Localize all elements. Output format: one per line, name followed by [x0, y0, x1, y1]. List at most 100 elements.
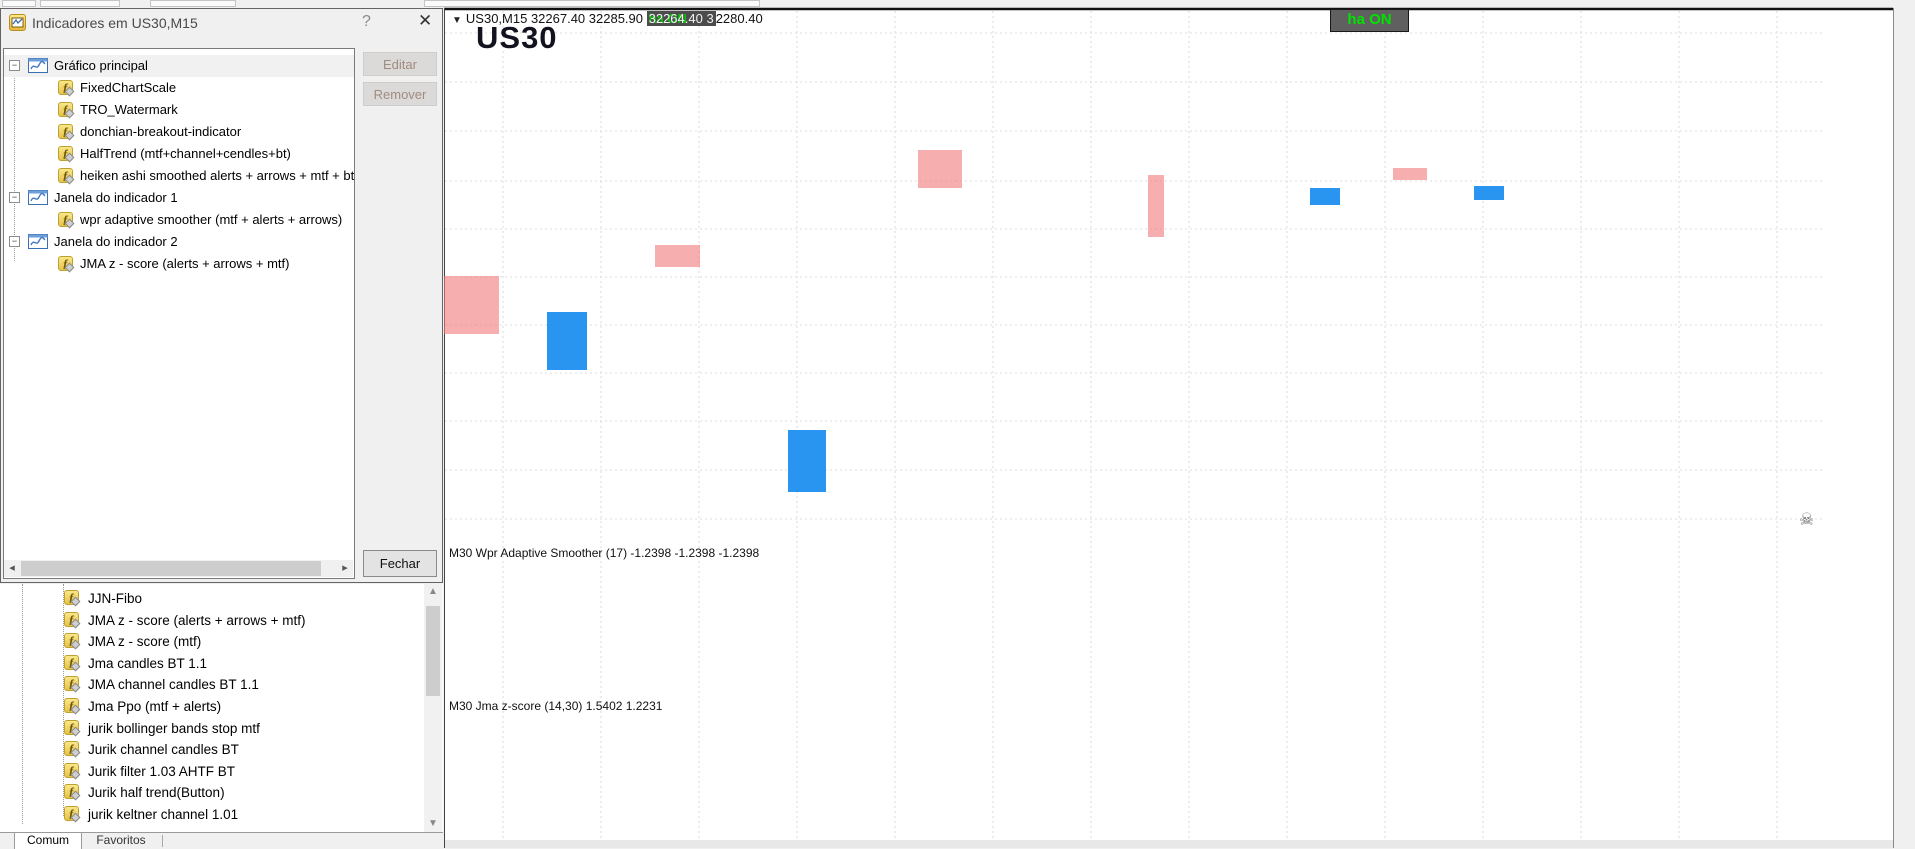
function-icon: ƒ	[58, 168, 73, 183]
edit-button[interactable]: Editar	[363, 52, 437, 76]
nav-guide-line	[22, 584, 23, 824]
navigator-vertical-scrollbar[interactable]: ▲ ▼	[424, 584, 442, 832]
tree-item-label: donchian-breakout-indicator	[80, 124, 242, 139]
function-icon: ƒ	[64, 719, 79, 735]
function-icon: ƒ	[58, 146, 73, 161]
scroll-up-icon[interactable]: ▲	[428, 586, 438, 597]
navigator-item-label: Jma candles BT 1.1	[88, 655, 208, 671]
function-icon: ƒ	[58, 212, 73, 227]
navigator-item-jma-candles-bt-1-1[interactable]: ƒ Jma candles BT 1.1	[0, 653, 420, 674]
close-icon[interactable]: ✕	[418, 11, 433, 30]
function-icon: ƒ	[64, 698, 79, 713]
navigator-item-label: jurik bollinger bands stop mtf	[88, 720, 260, 736]
navigator-item-jjn-fibo[interactable]: ƒ JJN-Fibo	[0, 588, 420, 609]
tree-item-jma-z-score-alerts-arrows-mtf-[interactable]: ƒ JMA z - score (alerts + arrows + mtf)	[4, 253, 354, 275]
ha-on-button[interactable]: ha ON	[1330, 9, 1409, 32]
navigator-tabbar: Comum Favoritos	[0, 832, 443, 849]
tree-item-label: Gráfico principal	[54, 58, 148, 73]
navigator-item-label: JMA z - score (alerts + arrows + mtf)	[88, 612, 306, 628]
function-icon: ƒ	[64, 762, 79, 778]
navigator-item-label: Jma Ppo (mtf + alerts)	[88, 699, 222, 714]
tree-item-janela-do-indicador-2[interactable]: − Janela do indicador 2	[4, 231, 354, 253]
toolbar-fragment	[150, 0, 236, 7]
ht-on-badge[interactable]: ha ON 32264.40 3	[646, 11, 716, 26]
tab-favoritos[interactable]: Favoritos	[96, 833, 146, 847]
jma-indicator-label: M30 Jma z-score (14,30) 1.5402 1.2231	[449, 699, 663, 713]
navigator-item-jma-z-score-mtf-[interactable]: ƒ JMA z - score (mtf)	[0, 631, 420, 652]
ohlc-part1: US30,M15 32267.40 32285.90	[465, 11, 647, 26]
function-icon: ƒ	[64, 741, 79, 757]
tree-item-donchian-breakout-indicator[interactable]: ƒ donchian-breakout-indicator	[4, 121, 354, 143]
dialog-icon	[9, 14, 26, 31]
function-icon: ƒ	[58, 102, 73, 117]
collapse-icon[interactable]: −	[9, 60, 20, 71]
tab-separator	[162, 835, 163, 847]
navigator-item-label: jurik keltner channel 1.01	[88, 807, 239, 822]
navigator-item-label: JJN-Fibo	[88, 591, 143, 606]
collapse-icon[interactable]: −	[9, 192, 20, 203]
indicator-window-icon	[28, 190, 48, 205]
navigator-item-jurik-filter-1-03-ahtf-bt[interactable]: ƒ Jurik filter 1.03 AHTF BT	[0, 761, 420, 782]
tree-item-label: FixedChartScale	[80, 80, 177, 95]
scrollbar-thumb[interactable]	[426, 606, 440, 696]
scroll-down-icon[interactable]: ▼	[428, 818, 438, 829]
tree-horizontal-scrollbar[interactable]: ◂ ▸	[4, 560, 353, 577]
symbol-watermark: US30	[476, 20, 558, 55]
navigator-item-jma-ppo-mtf-alerts-[interactable]: ƒ Jma Ppo (mtf + alerts)	[0, 696, 420, 717]
function-icon: ƒ	[58, 124, 73, 139]
tree-item-wpr-adaptive-smoother-mtf-aler[interactable]: ƒ wpr adaptive smoother (mtf + alerts + a…	[4, 209, 354, 231]
navigator-item-jurik-half-trend-button-[interactable]: ƒ Jurik half trend(Button)	[0, 782, 420, 803]
function-icon: ƒ	[64, 633, 79, 649]
tree-item-label: JMA z - score (alerts + arrows + mtf)	[80, 256, 290, 271]
tree-item-label: Janela do indicador 1	[54, 190, 178, 205]
navigator-item-jurik-keltner-channel-1-01[interactable]: ƒ jurik keltner channel 1.01	[0, 804, 420, 825]
ht-on-badge-text: ha ON	[648, 11, 687, 26]
navigator-item-label: Jurik half trend(Button)	[88, 785, 225, 801]
scroll-left-icon[interactable]: ◂	[9, 562, 15, 574]
function-icon: ƒ	[58, 256, 73, 271]
tree-item-halftrend-mtf-channel-cendles-[interactable]: ƒ HalfTrend (mtf+channel+cendles+bt)	[4, 143, 354, 165]
function-icon: ƒ	[64, 611, 79, 627]
tree-item-label: HalfTrend (mtf+channel+cendles+bt)	[80, 146, 291, 161]
navigator-item-label: JMA z - score (mtf)	[88, 634, 202, 650]
ohlc-part3: 2280.40	[715, 11, 763, 26]
wpr-indicator-label: M30 Wpr Adaptive Smoother (17) -1.2398 -…	[449, 546, 760, 560]
navigator-item-jma-z-score-alerts-arrows-mtf-[interactable]: ƒ JMA z - score (alerts + arrows + mtf)	[0, 610, 420, 631]
tree-item-tro-watermark[interactable]: ƒ TRO_Watermark	[4, 99, 354, 121]
scrollbar-thumb[interactable]	[21, 561, 321, 576]
scroll-right-icon[interactable]: ▸	[342, 562, 348, 574]
help-button[interactable]: ?	[362, 13, 371, 30]
tree-guide-line	[14, 61, 15, 261]
navigator-item-jma-channel-candles-bt-1-1[interactable]: ƒ JMA channel candles BT 1.1	[0, 674, 420, 695]
tab-comum[interactable]: Comum	[14, 832, 82, 849]
toolbar-fragment	[2, 0, 36, 7]
remove-button[interactable]: Remover	[363, 82, 437, 106]
function-icon: ƒ	[64, 784, 79, 800]
collapse-icon[interactable]: −	[9, 236, 20, 247]
function-icon: ƒ	[64, 590, 79, 605]
navigator-item-label: JMA channel candles BT 1.1	[88, 677, 259, 693]
function-icon: ƒ	[58, 80, 73, 95]
tree-item-label: TRO_Watermark	[80, 102, 178, 117]
navigator-item-label: Jurik channel candles BT	[88, 742, 239, 758]
navigator-item-jurik-channel-candles-bt[interactable]: ƒ Jurik channel candles BT	[0, 739, 420, 760]
chevron-down-icon[interactable]: ▼	[452, 15, 462, 26]
close-dialog-button[interactable]: Fechar	[363, 550, 437, 577]
toolbar-fragment	[424, 0, 760, 7]
ohlc-part2: 32264.40 3	[648, 11, 714, 26]
indicator-tree-panel: − Gráfico principal ƒ FixedChartScale ƒ TRO_W…	[3, 48, 355, 579]
navigator-indicator-list: ƒ JJN-Fibo ƒ JMA z - score (alerts + arrows…	[0, 584, 443, 832]
dialog-title: Indicadores em US30,M15	[32, 15, 198, 31]
toolbar-fragment	[40, 0, 120, 7]
tree-item-heiken-ashi-smoothed-alerts-ar[interactable]: ƒ heiken ashi smoothed alerts + arrows + …	[4, 165, 354, 187]
function-icon: ƒ	[64, 676, 79, 692]
chart-ohlc-header: ▼ US30,M15 32267.40 32285.90 ha ON 32264.4…	[452, 11, 763, 26]
tree-item-fixedchartscale[interactable]: ƒ FixedChartScale	[4, 77, 354, 99]
tree-item-gr-fico-principal[interactable]: − Gráfico principal	[4, 55, 354, 77]
function-icon: ƒ	[64, 806, 79, 821]
tree-item-janela-do-indicador-1[interactable]: − Janela do indicador 1	[4, 187, 354, 209]
tree-item-label: wpr adaptive smoother (mtf + alerts + ar…	[80, 212, 343, 227]
navigator-item-jurik-bollinger-bands-stop-mtf[interactable]: ƒ jurik bollinger bands stop mtf	[0, 718, 420, 739]
